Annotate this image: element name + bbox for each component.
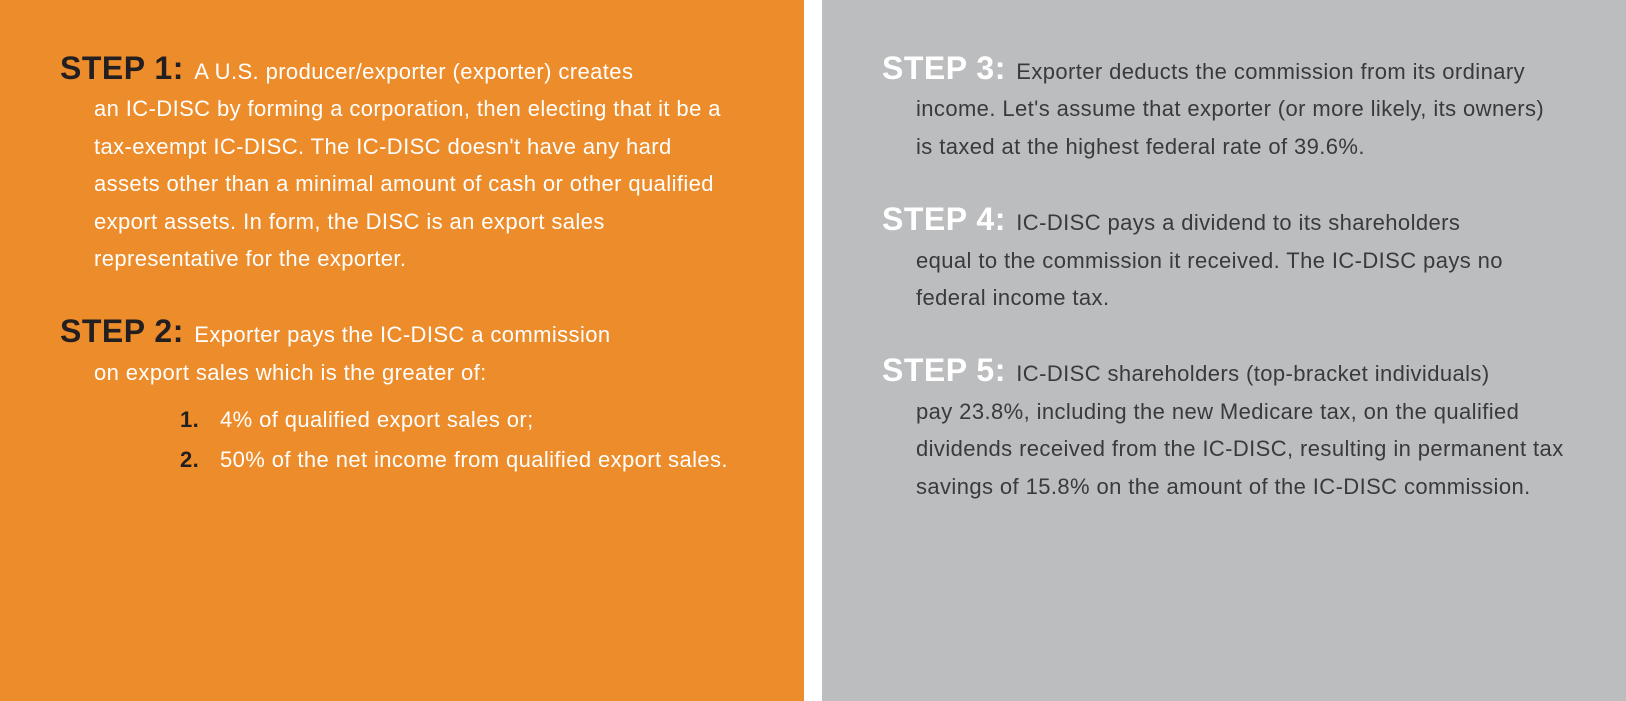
step-2-label: STEP 2: xyxy=(60,313,184,349)
step-5-body-rest: pay 23.8%, including the new Medicare ta… xyxy=(882,393,1566,505)
step-1: STEP 1: A U.S. producer/exporter (export… xyxy=(60,50,744,277)
list-text: 4% of qualified export sales or; xyxy=(220,407,534,432)
step-1-label: STEP 1: xyxy=(60,50,184,86)
step-4: STEP 4: IC-DISC pays a dividend to its s… xyxy=(882,201,1566,316)
list-number: 2. xyxy=(180,441,199,478)
step-2-list: 1. 4% of qualified export sales or; 2. 5… xyxy=(60,401,744,478)
step-5-label: STEP 5: xyxy=(882,352,1006,388)
step-2-body-inline: Exporter pays the IC-DISC a commission xyxy=(194,322,610,347)
step-2-list-item-2: 2. 50% of the net income from qualified … xyxy=(180,441,744,478)
step-1-body-inline: A U.S. producer/exporter (exporter) crea… xyxy=(194,59,633,84)
step-4-body-inline: IC-DISC pays a dividend to its sharehold… xyxy=(1016,210,1460,235)
right-panel: STEP 3: Exporter deducts the commission … xyxy=(822,0,1626,701)
step-2: STEP 2: Exporter pays the IC-DISC a comm… xyxy=(60,313,744,478)
step-3: STEP 3: Exporter deducts the commission … xyxy=(882,50,1566,165)
list-text: 50% of the net income from qualified exp… xyxy=(220,447,728,472)
step-5: STEP 5: IC-DISC shareholders (top-bracke… xyxy=(882,352,1566,505)
step-3-body-rest: income. Let's assume that exporter (or m… xyxy=(882,90,1566,165)
step-5-body-inline: IC-DISC shareholders (top-bracket indivi… xyxy=(1016,361,1489,386)
list-number: 1. xyxy=(180,401,199,438)
step-1-body-rest: an IC-DISC by forming a corporation, the… xyxy=(60,90,744,277)
step-3-label: STEP 3: xyxy=(882,50,1006,86)
step-2-body-rest: on export sales which is the greater of: xyxy=(60,354,744,391)
step-4-label: STEP 4: xyxy=(882,201,1006,237)
step-4-body-rest: equal to the commission it received. The… xyxy=(882,242,1566,317)
step-3-body-inline: Exporter deducts the commission from its… xyxy=(1016,59,1525,84)
step-2-list-item-1: 1. 4% of qualified export sales or; xyxy=(180,401,744,438)
left-panel: STEP 1: A U.S. producer/exporter (export… xyxy=(0,0,804,701)
